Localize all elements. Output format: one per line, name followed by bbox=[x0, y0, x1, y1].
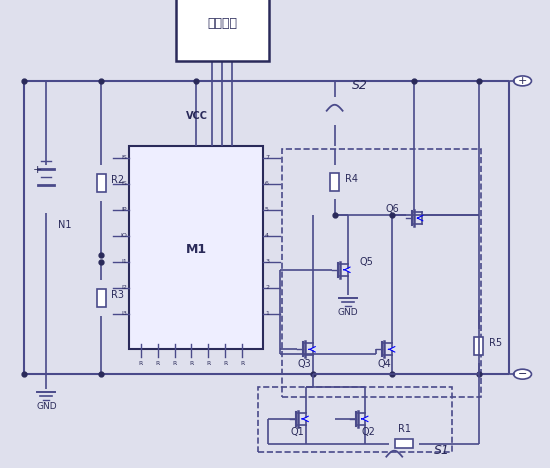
Text: 5: 5 bbox=[265, 207, 269, 212]
Text: IS: IS bbox=[121, 181, 127, 186]
Text: R: R bbox=[139, 361, 143, 366]
Text: R: R bbox=[223, 361, 227, 366]
Text: Q2: Q2 bbox=[361, 427, 375, 437]
Bar bbox=[97, 175, 106, 192]
Text: Q6: Q6 bbox=[386, 204, 399, 214]
Text: R: R bbox=[189, 361, 194, 366]
Ellipse shape bbox=[514, 76, 531, 86]
Text: VCC: VCC bbox=[185, 111, 207, 121]
Text: +: + bbox=[33, 165, 42, 176]
Text: +: + bbox=[518, 76, 527, 86]
Text: R: R bbox=[206, 361, 211, 366]
Text: GND: GND bbox=[36, 402, 57, 411]
Bar bbox=[97, 289, 106, 307]
Text: −: − bbox=[518, 369, 527, 379]
Text: I1: I1 bbox=[121, 259, 127, 264]
Text: R3: R3 bbox=[111, 290, 124, 300]
Text: S2: S2 bbox=[351, 79, 367, 92]
Text: Q4: Q4 bbox=[377, 359, 391, 369]
Text: I2: I2 bbox=[121, 285, 127, 290]
Text: R2: R2 bbox=[111, 176, 124, 185]
Text: N1: N1 bbox=[58, 220, 72, 230]
Bar bbox=[330, 173, 339, 191]
Text: GND: GND bbox=[337, 307, 358, 316]
Text: I3: I3 bbox=[121, 311, 127, 315]
Text: R: R bbox=[173, 361, 177, 366]
Bar bbox=[258, 387, 452, 452]
Text: Q5: Q5 bbox=[360, 257, 373, 267]
Text: R5: R5 bbox=[489, 338, 502, 348]
Text: IS: IS bbox=[121, 155, 127, 161]
Ellipse shape bbox=[514, 369, 531, 379]
Text: 4: 4 bbox=[265, 233, 269, 238]
Bar bbox=[395, 439, 413, 448]
Text: M1: M1 bbox=[186, 243, 207, 256]
Text: 通讯总线: 通讯总线 bbox=[207, 17, 237, 30]
Text: S1: S1 bbox=[434, 444, 450, 457]
Text: R4: R4 bbox=[345, 174, 358, 184]
Text: 7: 7 bbox=[265, 155, 269, 161]
Text: R: R bbox=[156, 361, 160, 366]
Text: Q1: Q1 bbox=[291, 427, 305, 437]
Text: IO: IO bbox=[120, 233, 127, 238]
Text: IP: IP bbox=[122, 207, 127, 212]
Text: R1: R1 bbox=[398, 424, 411, 434]
Text: Q3: Q3 bbox=[298, 359, 312, 369]
Bar bbox=[129, 146, 263, 349]
Text: 3: 3 bbox=[265, 259, 269, 264]
Text: 1: 1 bbox=[265, 311, 269, 315]
Text: 2: 2 bbox=[265, 285, 269, 290]
Bar bbox=[474, 337, 483, 355]
Text: 6: 6 bbox=[265, 181, 269, 186]
Text: R: R bbox=[240, 361, 244, 366]
Bar bbox=[282, 148, 481, 397]
